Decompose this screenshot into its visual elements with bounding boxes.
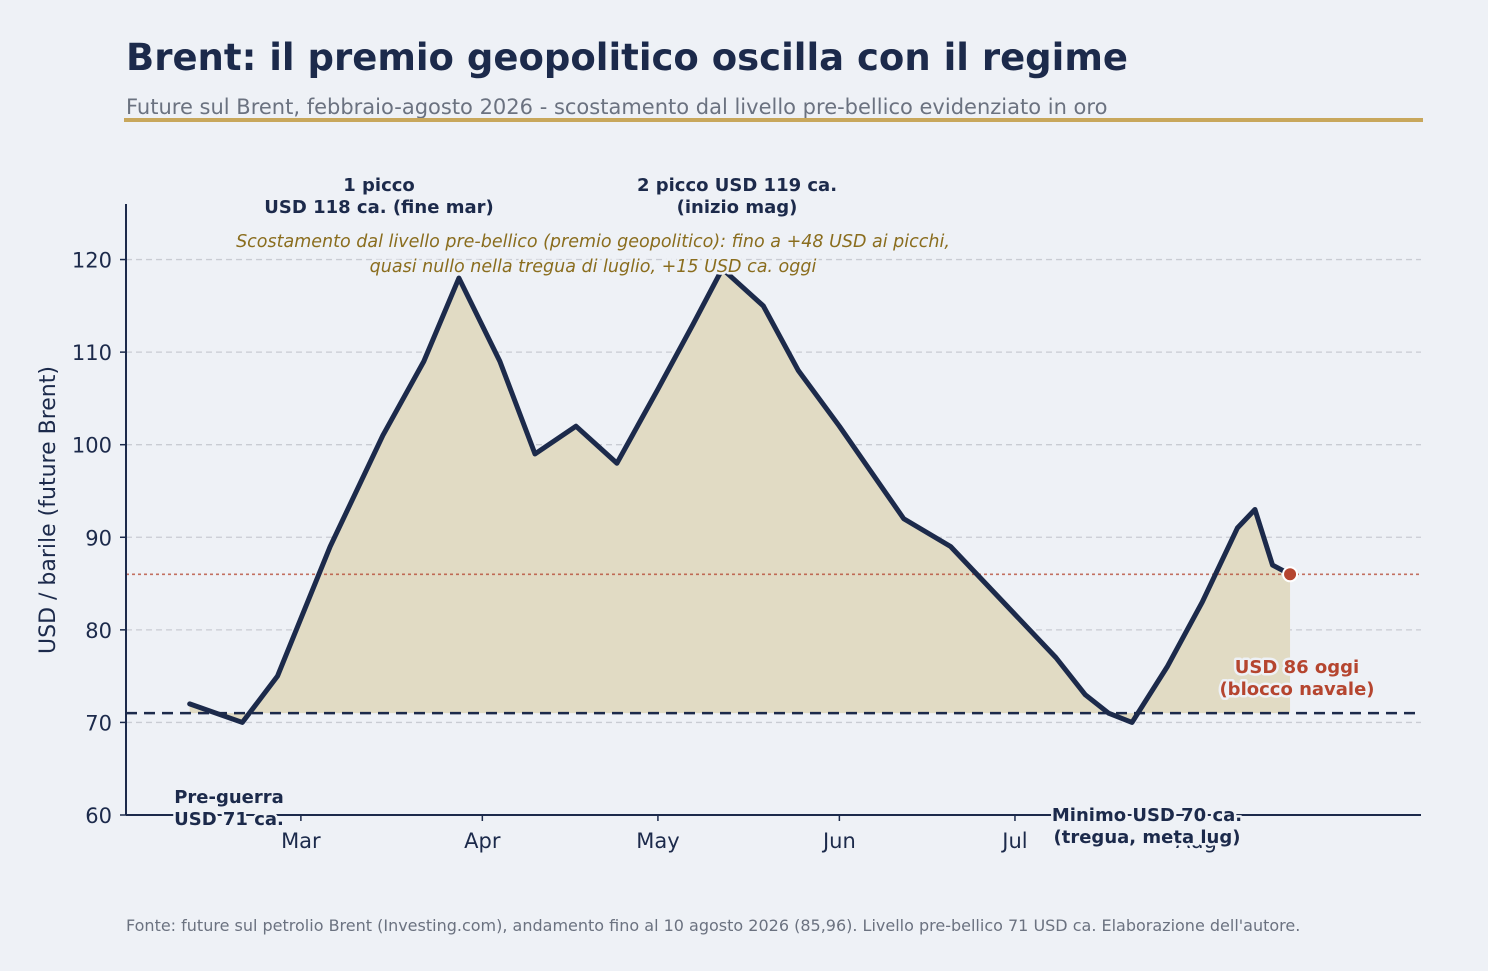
prewar-annotation-line-1: Pre-guerra: [174, 787, 284, 808]
chart-subtitle: Future sul Brent, febbraio-agosto 2026 -…: [126, 95, 1108, 119]
x-tick-label: May: [636, 829, 679, 853]
minimum-annotation-line-1: Minimo USD 70 ca.: [1052, 805, 1242, 826]
y-tick-label: 110: [72, 341, 112, 365]
peak1-annotation-line-1: 1 picco: [343, 175, 415, 196]
y-tick-label: 70: [85, 711, 112, 735]
chart-title: Brent: il premio geopolitico oscilla con…: [126, 36, 1128, 79]
y-axis-label: USD / barile (future Brent): [36, 366, 61, 654]
source-note: Fonte: future sul petrolio Brent (Invest…: [126, 916, 1301, 935]
premium-annotation-line-1: Scostamento dal livello pre-bellico (pre…: [236, 232, 950, 252]
today-annotation-line-1: USD 86 oggi: [1235, 657, 1359, 678]
y-tick-labels: 60 70 80 90 100 110 120: [72, 249, 126, 828]
y-tick-label: 60: [85, 804, 112, 828]
y-tick-label: 120: [72, 249, 112, 273]
y-tick-label: 100: [72, 434, 112, 458]
y-tick-label: 80: [85, 619, 112, 643]
y-tick-label: 90: [85, 526, 112, 550]
x-tick-label: Jul: [1000, 829, 1027, 853]
minimum-annotation-line-2: (tregua, meta lug): [1054, 827, 1241, 848]
series-line-group: [187, 266, 1299, 725]
x-tick-label: Mar: [281, 829, 321, 853]
axes: [125, 204, 1421, 816]
brent-price-line: [187, 266, 1293, 725]
area-fill-group: [189, 268, 1291, 723]
peak2-annotation-line-1: 2 picco USD 119 ca.: [637, 175, 837, 196]
x-tick-labels: Mar Apr May Jun Jul Aug: [281, 815, 1217, 853]
current-price-marker: [1282, 566, 1299, 583]
x-tick-label: Jun: [821, 829, 856, 853]
today-annotation-line-2: (blocco navale): [1219, 679, 1374, 700]
x-tick-label: Apr: [464, 829, 501, 853]
x-tick-label: Aug: [1176, 829, 1217, 853]
peak1-annotation-line-2: USD 118 ca. (fine mar): [264, 197, 493, 218]
premium-area-fill: [189, 268, 1291, 723]
title-underline: [124, 118, 1423, 122]
premium-annotation-line-2: quasi nullo nella tregua di luglio, +15 …: [370, 257, 817, 277]
peak2-annotation-line-2: (inizio mag): [677, 197, 798, 218]
prewar-annotation-line-2: USD 71 ca.: [174, 809, 284, 830]
